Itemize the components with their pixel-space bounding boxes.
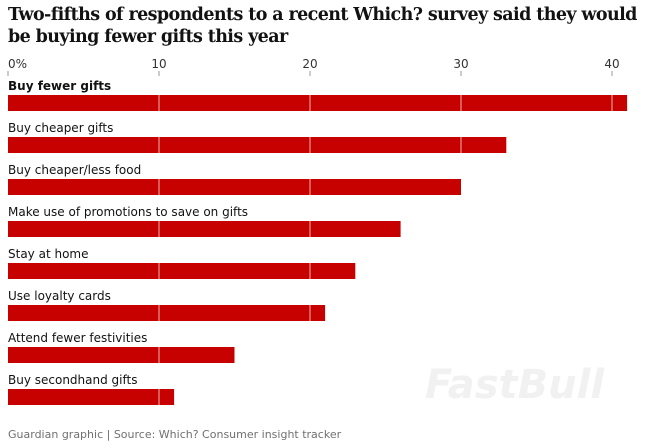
bar [8,95,628,111]
tick-label: 20 [302,57,317,71]
bar [8,263,356,279]
category-label: Stay at home [8,247,88,261]
bar [8,347,235,363]
source-footer: Guardian graphic | Source: Which? Consum… [8,428,342,441]
tick-label: 40 [604,57,619,71]
category-label: Make use of promotions to save on gifts [8,205,248,219]
bar-chart: 0% 10 20 30 40 Buy fewer gifts Buy cheaper gif… [7,57,628,405]
watermark-logo: FastBull [425,362,605,408]
tick-label: 0% [8,57,27,71]
category-label: Buy fewer gifts [8,79,111,93]
bar [8,305,326,321]
bar [8,137,507,153]
category-label: Attend fewer festivities [8,331,147,345]
tick-label: 10 [151,57,166,71]
chart-title: Two-fifths of respondents to a recent Wh… [8,5,637,47]
bar [8,389,175,405]
category-label: Buy cheaper/less food [8,163,141,177]
category-label: Buy cheaper gifts [8,121,113,135]
category-label: Use loyalty cards [8,289,111,303]
bar [8,221,401,237]
bar [8,179,461,195]
category-label: Buy secondhand gifts [8,373,137,387]
tick-label: 30 [453,57,468,71]
